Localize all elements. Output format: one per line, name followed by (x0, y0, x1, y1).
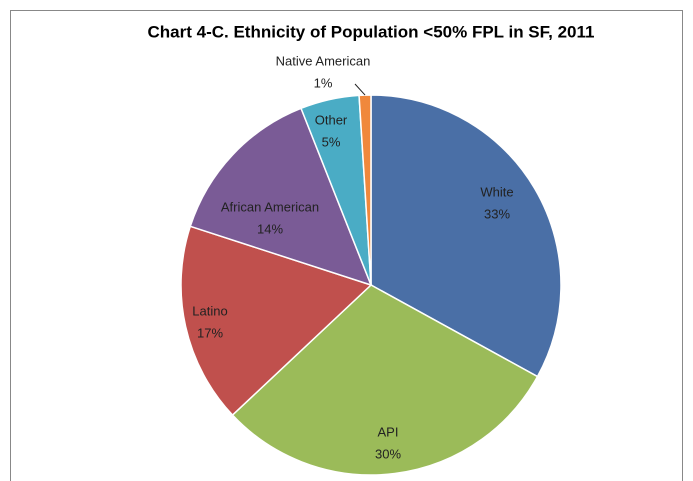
slice-value-label: 30% (375, 446, 401, 461)
slice-value-label: 17% (197, 325, 223, 340)
chart-title: Chart 4-C. Ethnicity of Population <50% … (148, 22, 595, 41)
pie-slice (370, 94, 562, 378)
leader-line (354, 83, 366, 96)
slice-label: White (480, 184, 513, 199)
pie-slice (231, 284, 539, 476)
pie-slice (358, 94, 372, 286)
slice-value-label: 33% (484, 206, 510, 221)
slice-value-label: 1% (314, 75, 333, 90)
slice-value-label: 14% (257, 221, 283, 236)
pie-slice (189, 107, 373, 287)
slice-label: Other (315, 112, 348, 127)
slice-value-label: 5% (322, 134, 341, 149)
pie-slice (180, 225, 373, 417)
slice-label: API (378, 424, 399, 439)
slice-label: African American (221, 199, 319, 214)
slice-label: Native American (276, 53, 371, 68)
slice-label: Latino (192, 303, 227, 318)
